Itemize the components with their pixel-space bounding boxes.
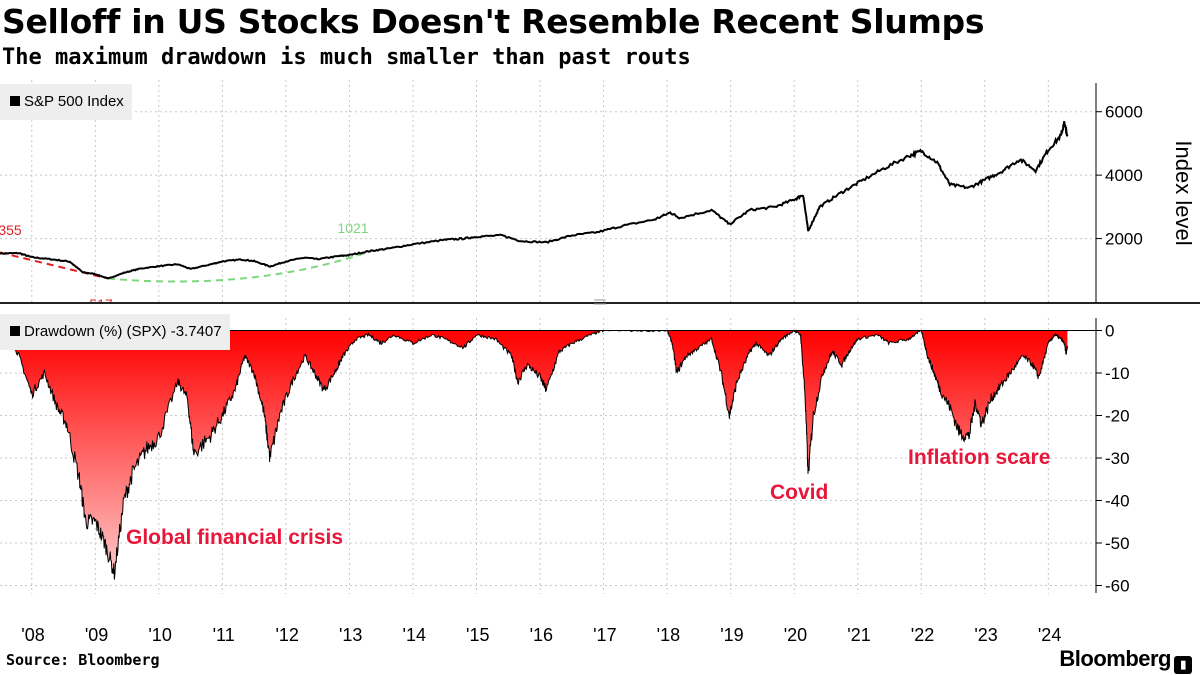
index-panel: 355 517 1021 xyxy=(0,121,1069,312)
x-tick-label: '22 xyxy=(911,625,934,645)
bloomberg-logo-icon: ▮ xyxy=(1174,656,1192,674)
legend-drawdown: Drawdown (%) (SPX) -3.7407 xyxy=(0,314,230,350)
x-tick-label: '11 xyxy=(213,625,235,645)
drawdown-area xyxy=(0,330,1068,580)
x-tick-label: '18 xyxy=(657,625,680,645)
x-tick-label: '13 xyxy=(339,625,362,645)
peak-span-label: 355 xyxy=(0,222,22,238)
drawdown-y-ticks: 0 -10 -20 -30 -40 -50 -60 xyxy=(1096,322,1130,596)
peak-to-trough-marker xyxy=(0,251,109,280)
drawdown-y-tick-label: -20 xyxy=(1105,407,1130,426)
drawdown-y-tick-label: -40 xyxy=(1105,492,1130,511)
bloomberg-logo: Bloomberg ▮ xyxy=(1059,646,1192,674)
gfc-annotation: Global financial crisis xyxy=(126,526,343,549)
drawdown-y-tick-label: -50 xyxy=(1105,534,1130,553)
drawdown-y-tick-label: -10 xyxy=(1105,364,1130,383)
legend-sp500-label: S&P 500 Index xyxy=(24,93,124,110)
x-tick-label: '19 xyxy=(720,625,743,645)
index-y-tick-label: 4000 xyxy=(1105,166,1143,185)
x-tick-label: '21 xyxy=(847,625,870,645)
legend-swatch-icon xyxy=(10,326,20,336)
x-tick-label: '24 xyxy=(1038,625,1061,645)
drawdown-y-tick-label: -30 xyxy=(1105,449,1130,468)
source-note: Source: Bloomberg xyxy=(6,651,160,669)
x-tick-label: '10 xyxy=(148,625,171,645)
x-tick-label: '16 xyxy=(530,625,553,645)
index-y-tick-label: 2000 xyxy=(1105,230,1143,249)
index-y-axis-label: Index level xyxy=(1171,140,1196,245)
legend-sp500: S&P 500 Index xyxy=(0,84,132,120)
index-y-tick-label: 6000 xyxy=(1105,103,1143,122)
covid-annotation: Covid xyxy=(770,481,828,504)
chart-subtitle: The maximum drawdown is much smaller tha… xyxy=(2,45,691,70)
index-y-ticks: 2000 4000 6000 xyxy=(1096,103,1143,249)
trough-label: 517 xyxy=(89,296,113,312)
x-tick-label: '23 xyxy=(974,625,997,645)
chart-title: Selloff in US Stocks Doesn't Resemble Re… xyxy=(2,2,985,41)
x-tick-label: '09 xyxy=(85,625,108,645)
x-tick-label: '12 xyxy=(275,625,298,645)
x-axis-ticks: '08 '09 '10 '11 '12 '13 '14 '15 '16 '17 '18 '19 '20 '… xyxy=(21,625,1061,645)
drawdown-y-tick-label: 0 xyxy=(1105,322,1114,341)
x-tick-label: '14 xyxy=(403,625,426,645)
legend-swatch-icon xyxy=(10,96,20,106)
recovery-span-label: 1021 xyxy=(337,220,368,236)
legend-drawdown-label: Drawdown (%) (SPX) -3.7407 xyxy=(24,323,222,340)
inflation-annotation: Inflation scare xyxy=(908,446,1050,469)
drawdown-y-tick-label: -60 xyxy=(1105,577,1130,596)
drawdown-line xyxy=(0,329,1068,580)
recovery-marker xyxy=(107,250,369,283)
x-tick-label: '17 xyxy=(593,625,616,645)
x-tick-label: '15 xyxy=(466,625,489,645)
sp500-index-line xyxy=(0,121,1069,280)
x-tick-label: '20 xyxy=(784,625,807,645)
x-tick-label: '08 xyxy=(21,625,44,645)
